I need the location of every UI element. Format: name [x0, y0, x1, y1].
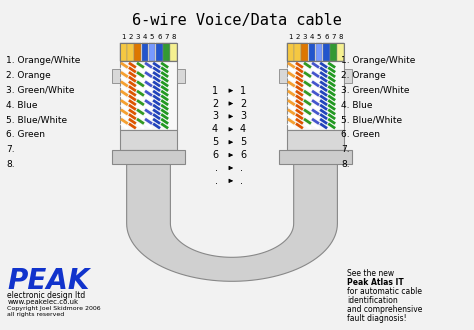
- Bar: [177, 69, 185, 83]
- Text: 3. Green/White: 3. Green/White: [341, 86, 410, 95]
- Text: 2. Orange: 2. Orange: [6, 71, 51, 80]
- Text: 1: 1: [240, 85, 246, 96]
- Bar: [135, 43, 141, 61]
- Text: 1: 1: [121, 34, 126, 40]
- Text: PEAK: PEAK: [8, 267, 90, 295]
- Text: 5: 5: [150, 34, 155, 40]
- Bar: [163, 43, 170, 61]
- Text: 4: 4: [143, 34, 147, 40]
- Text: 4: 4: [310, 34, 314, 40]
- Text: 1: 1: [288, 34, 292, 40]
- Text: 2: 2: [240, 99, 246, 109]
- Text: and comprehensive: and comprehensive: [347, 305, 423, 314]
- Text: all rights reserved: all rights reserved: [8, 312, 64, 317]
- Text: 3: 3: [302, 34, 307, 40]
- Text: 7: 7: [164, 34, 169, 40]
- Text: 1: 1: [212, 85, 218, 96]
- Text: 2. Orange: 2. Orange: [341, 71, 386, 80]
- Text: 6: 6: [157, 34, 162, 40]
- Text: 7.: 7.: [6, 145, 15, 154]
- Text: 1. Orange/White: 1. Orange/White: [341, 56, 416, 65]
- Text: Copyright Joel Skidmore 2006: Copyright Joel Skidmore 2006: [8, 306, 101, 311]
- Text: www.peakelec.co.uk: www.peakelec.co.uk: [8, 299, 79, 305]
- Bar: [294, 43, 301, 61]
- Bar: [120, 130, 177, 150]
- Bar: [345, 69, 352, 83]
- Bar: [120, 61, 177, 130]
- Text: for automatic cable: for automatic cable: [347, 287, 422, 296]
- Text: .: .: [215, 163, 218, 173]
- Text: 3: 3: [136, 34, 140, 40]
- Bar: [301, 43, 308, 61]
- Bar: [120, 43, 177, 61]
- Text: 1. Orange/White: 1. Orange/White: [6, 56, 81, 65]
- Text: .: .: [240, 176, 243, 186]
- Text: 6-wire Voice/Data cable: 6-wire Voice/Data cable: [132, 13, 342, 28]
- Text: 8: 8: [172, 34, 176, 40]
- Text: 5. Blue/White: 5. Blue/White: [341, 115, 402, 124]
- Text: 5: 5: [240, 137, 246, 147]
- Text: 6: 6: [212, 150, 218, 160]
- Text: 5: 5: [317, 34, 321, 40]
- Text: 8: 8: [338, 34, 343, 40]
- Text: 3. Green/White: 3. Green/White: [6, 86, 75, 95]
- Bar: [127, 43, 134, 61]
- Text: 6. Green: 6. Green: [6, 130, 46, 139]
- Text: 4: 4: [212, 124, 218, 134]
- Text: 4: 4: [240, 124, 246, 134]
- Text: fault diagnosis!: fault diagnosis!: [347, 314, 407, 323]
- Bar: [287, 61, 345, 130]
- Text: 6: 6: [324, 34, 328, 40]
- Text: 3: 3: [212, 112, 218, 121]
- Bar: [337, 43, 344, 61]
- Bar: [309, 43, 315, 61]
- Text: 3: 3: [240, 112, 246, 121]
- Text: 6: 6: [240, 150, 246, 160]
- Bar: [171, 43, 177, 61]
- Text: 5. Blue/White: 5. Blue/White: [6, 115, 67, 124]
- Text: 8.: 8.: [6, 160, 15, 169]
- Bar: [323, 43, 329, 61]
- Bar: [156, 43, 163, 61]
- Polygon shape: [127, 164, 337, 281]
- Text: 7: 7: [331, 34, 336, 40]
- Bar: [287, 43, 293, 61]
- Bar: [279, 69, 287, 83]
- Text: 8.: 8.: [341, 160, 350, 169]
- Bar: [112, 150, 185, 164]
- Bar: [330, 43, 337, 61]
- Bar: [120, 43, 127, 61]
- Text: 2: 2: [212, 99, 218, 109]
- Text: 4. Blue: 4. Blue: [341, 101, 373, 110]
- Text: 5: 5: [212, 137, 218, 147]
- Text: 4. Blue: 4. Blue: [6, 101, 38, 110]
- Bar: [149, 43, 155, 61]
- Bar: [279, 150, 352, 164]
- Text: .: .: [215, 176, 218, 186]
- Text: See the new: See the new: [347, 269, 394, 278]
- Text: 2: 2: [295, 34, 300, 40]
- Bar: [316, 43, 322, 61]
- Text: 7.: 7.: [341, 145, 350, 154]
- Bar: [112, 69, 120, 83]
- Text: .: .: [240, 163, 243, 173]
- Text: Peak Atlas IT: Peak Atlas IT: [347, 278, 404, 287]
- Text: 6. Green: 6. Green: [341, 130, 380, 139]
- Bar: [287, 43, 345, 61]
- Text: identification: identification: [347, 296, 398, 305]
- Text: 2: 2: [128, 34, 133, 40]
- Bar: [142, 43, 148, 61]
- Bar: [287, 130, 345, 150]
- Text: electronic design ltd: electronic design ltd: [8, 291, 86, 300]
